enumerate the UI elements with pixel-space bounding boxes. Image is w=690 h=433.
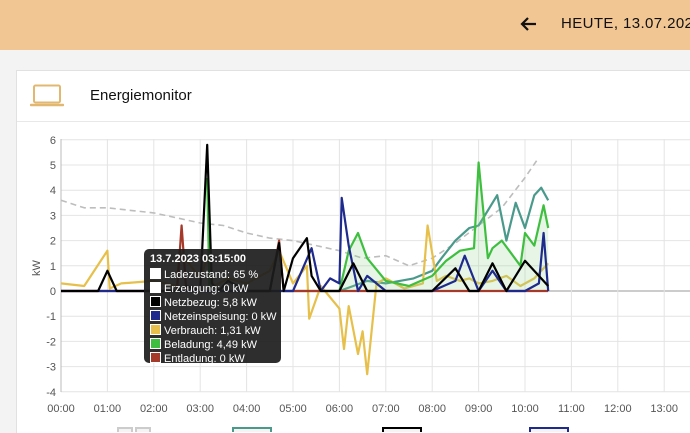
x-tick-label: 10:00 <box>511 403 539 415</box>
series-line-beladung <box>206 161 550 293</box>
tooltip-row: Beladung: 4,49 kW <box>150 338 257 352</box>
legend-swatch <box>529 427 569 432</box>
tooltip-swatch <box>150 268 161 279</box>
tooltip-swatch <box>150 324 161 335</box>
y-tick-label: 4 <box>50 185 56 197</box>
x-tick-label: 07:00 <box>372 403 400 415</box>
arrow-left-icon[interactable] <box>516 11 542 37</box>
legend-swatch <box>135 427 151 432</box>
series-line-erzeugung <box>339 186 550 293</box>
y-tick-label: -2 <box>46 336 56 348</box>
chart-tooltip: 13.7.2023 03:15:00 Ladezustand: 65 % Erz… <box>144 249 281 366</box>
tooltip-swatch <box>150 352 161 363</box>
tooltip-title: 13.7.2023 03:15:00 <box>150 253 247 265</box>
y-tick-label: 6 <box>50 135 56 147</box>
legend-swatch <box>117 427 133 432</box>
y-tick-label: -4 <box>46 387 56 399</box>
y-tick-label: 1 <box>50 261 56 273</box>
x-tick-label: 11:00 <box>558 403 585 415</box>
tooltip-swatch <box>150 296 161 307</box>
y-tick-label: -3 <box>46 362 56 374</box>
x-tick-label: 04:00 <box>233 403 261 415</box>
x-tick-label: 13:00 <box>650 403 678 415</box>
y-axis-label: kW <box>31 259 43 276</box>
card-header: Energiemonitor <box>17 71 690 122</box>
card-title: Energiemonitor <box>90 87 192 104</box>
tooltip-row: Entladung: 0 kW <box>150 352 245 366</box>
y-tick-label: 5 <box>50 160 56 172</box>
x-tick-label: 09:00 <box>465 403 493 415</box>
x-tick-label: 00:00 <box>47 403 75 415</box>
y-tick-label: 0 <box>50 286 56 298</box>
tooltip-swatch <box>150 338 161 349</box>
series-line-ladezustand <box>60 156 540 267</box>
tooltip-row: Netzbezug: 5,8 kW <box>150 296 257 310</box>
x-tick-label: 05:00 <box>279 403 307 415</box>
y-tick-label: 2 <box>50 236 56 248</box>
app-header: HEUTE, 13.07.2023 <box>0 0 690 50</box>
tooltip-row: Netzeinspeisung: 0 kW <box>150 310 277 324</box>
x-tick-label: 03:00 <box>186 403 214 415</box>
x-tick-label: 01:00 <box>94 403 122 415</box>
tooltip-swatch <box>150 310 161 321</box>
y-tick-label: 3 <box>50 210 56 222</box>
x-tick-label: 08:00 <box>418 403 446 415</box>
laptop-icon <box>30 84 64 107</box>
legend-swatch <box>232 427 272 432</box>
legend-swatch <box>382 427 422 432</box>
tooltip-swatch <box>150 282 161 293</box>
x-tick-label: 06:00 <box>326 403 354 415</box>
x-tick-label: 12:00 <box>604 403 632 415</box>
x-tick-label: 02:00 <box>140 403 168 415</box>
energy-monitor-card: Energiemonitor <box>16 70 690 433</box>
tooltip-row: Verbrauch: 1,31 kW <box>150 324 261 338</box>
series-area-beladung <box>339 162 549 291</box>
tooltip-row: Erzeugung: 0 kW <box>150 282 248 296</box>
y-tick-label: -1 <box>46 311 56 323</box>
date-label[interactable]: HEUTE, 13.07.2023 <box>561 15 690 32</box>
tooltip-row: Ladezustand: 65 % <box>150 268 258 282</box>
